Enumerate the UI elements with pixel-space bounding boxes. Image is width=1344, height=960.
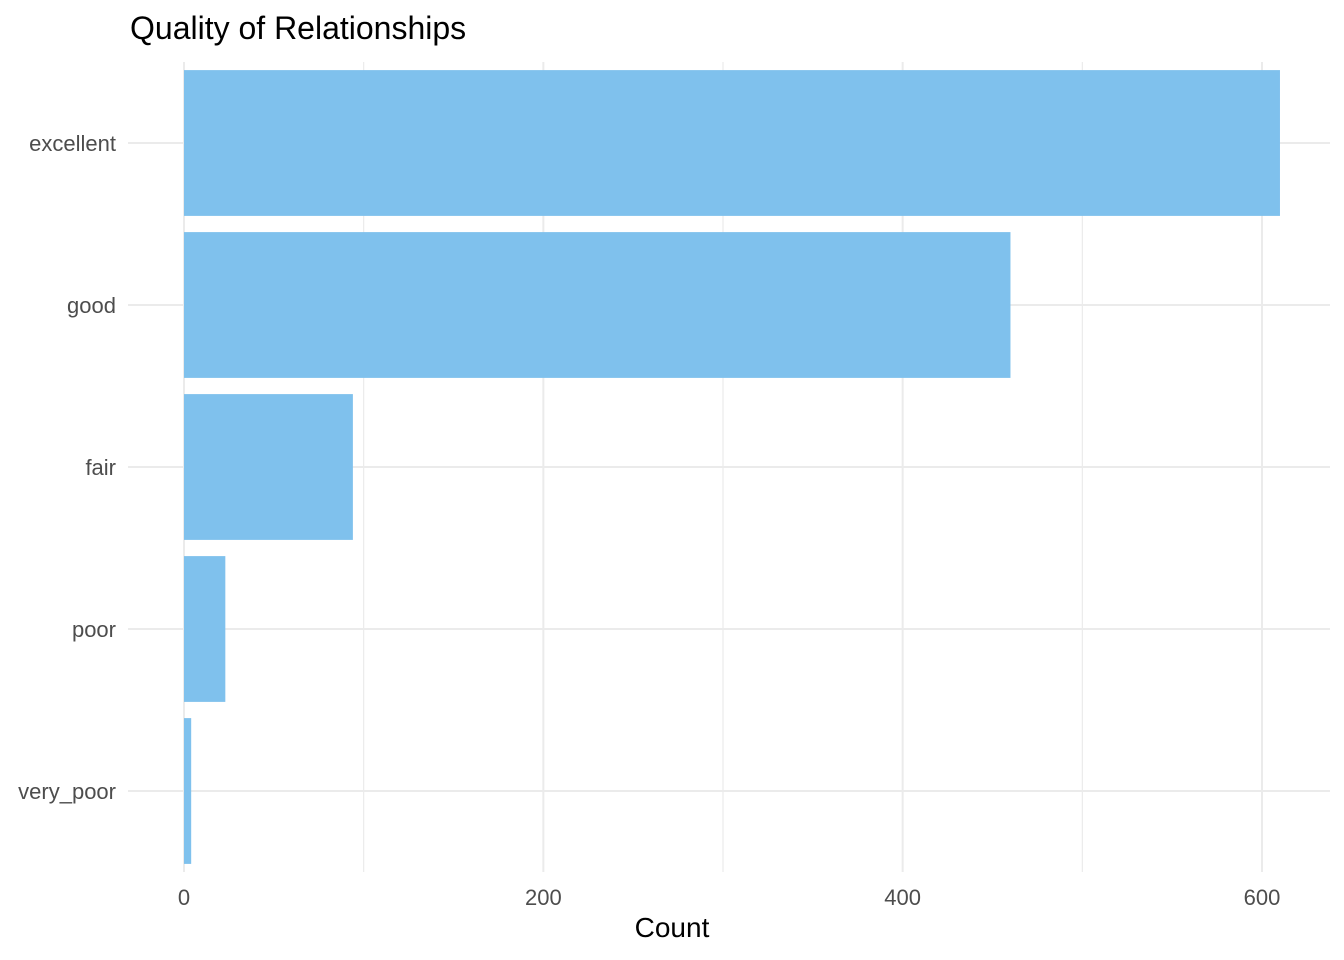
y-axis-ticks: excellent good fair poor very_poor [18,131,116,804]
x-tick-label: 400 [884,885,921,910]
y-tick-label: very_poor [18,779,116,804]
bar-excellent [184,70,1280,216]
x-tick-label: 600 [1244,885,1281,910]
x-axis-label: Count [634,912,710,943]
x-axis-ticks: 0 200 400 600 [178,885,1280,910]
y-tick-label: fair [85,455,116,480]
bar-good [184,232,1011,378]
bars [184,70,1280,864]
bar-fair [184,394,353,540]
x-tick-label: 0 [178,885,190,910]
y-tick-label: good [67,293,116,318]
x-tick-label: 200 [525,885,562,910]
chart-title: Quality of Relationships [130,10,467,46]
bar-very_poor [184,718,192,864]
y-tick-label: poor [72,617,116,642]
y-tick-label: excellent [29,131,116,156]
bar-poor [184,556,226,702]
